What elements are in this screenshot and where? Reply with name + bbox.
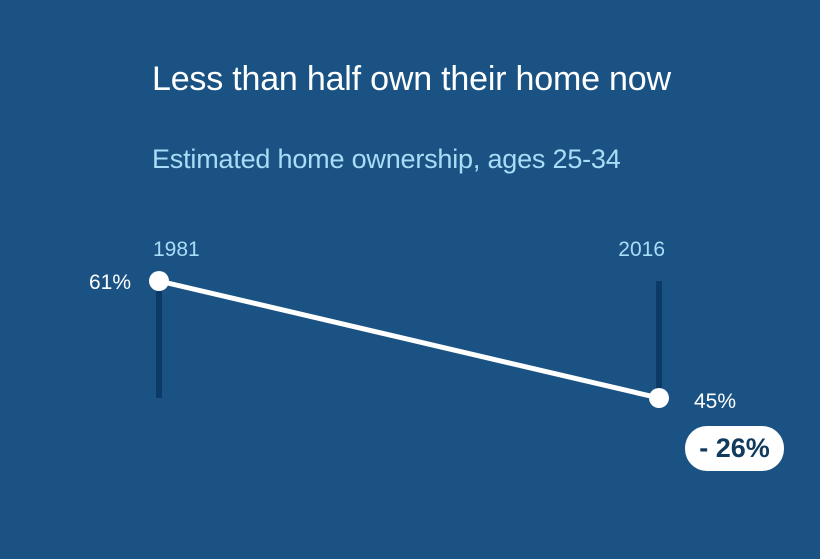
data-point-2016 bbox=[649, 388, 669, 408]
data-point-1981 bbox=[149, 271, 169, 291]
series-line-group bbox=[156, 278, 662, 401]
data-point-group bbox=[149, 271, 669, 408]
stem-group bbox=[156, 281, 662, 398]
chart-title: Less than half own their home now bbox=[152, 60, 671, 98]
change-badge: - 26% bbox=[685, 426, 784, 471]
series-line bbox=[156, 278, 662, 401]
value-label-1981: 61% bbox=[89, 271, 131, 294]
value-label-2016: 45% bbox=[694, 390, 736, 413]
label-group: 1981 2016 61% 45% bbox=[89, 238, 736, 413]
year-label-1981: 1981 bbox=[153, 238, 200, 261]
year-label-2016: 2016 bbox=[618, 238, 665, 261]
chart-subtitle: Estimated home ownership, ages 25-34 bbox=[152, 144, 621, 174]
